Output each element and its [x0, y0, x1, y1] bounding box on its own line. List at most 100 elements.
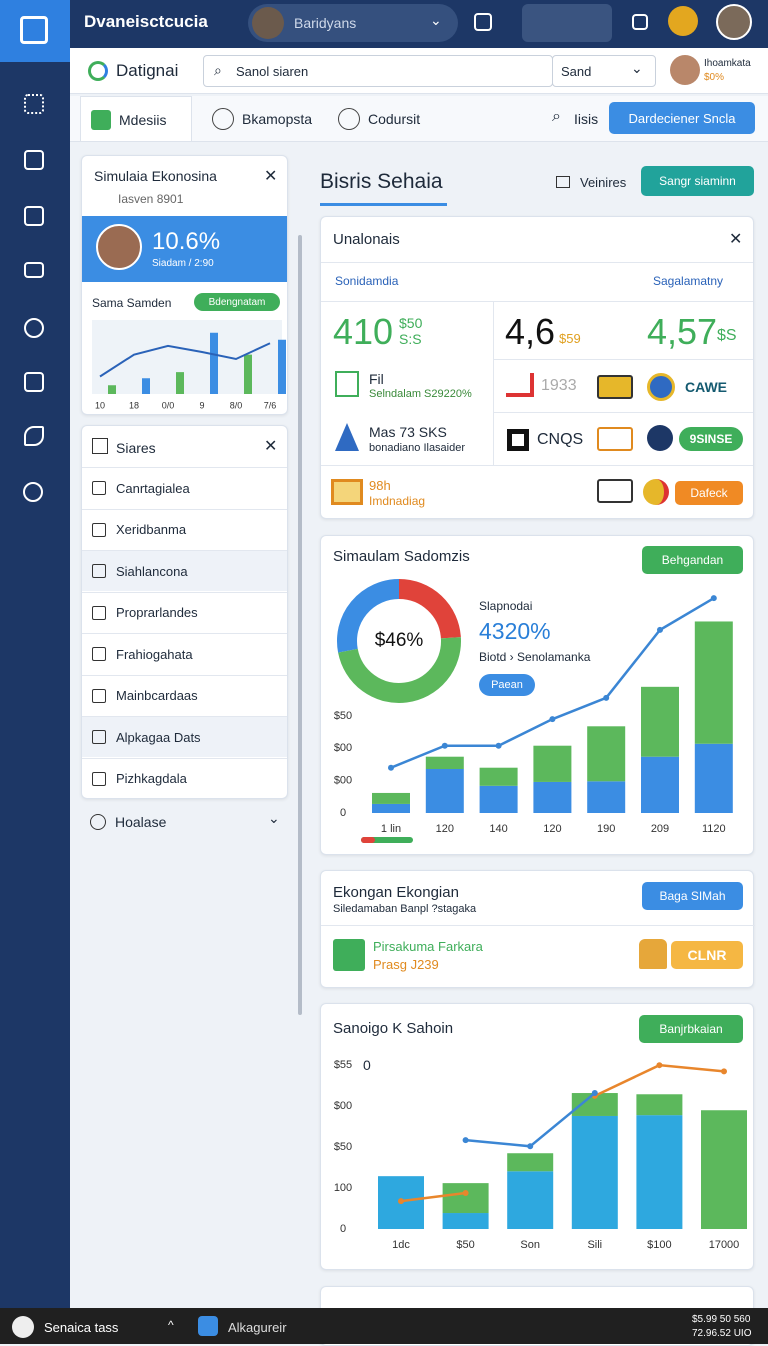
main-button[interactable]: Sangr siaminn	[641, 166, 754, 196]
sim-value-sub: Siadam / 2:90	[152, 258, 214, 269]
nav-screen[interactable]	[24, 262, 44, 278]
list-icon	[92, 438, 108, 454]
list-item[interactable]: Xeridbanma	[82, 508, 287, 550]
bar-segment	[587, 781, 626, 813]
chart-title: Sanoigo K Sahoin	[333, 1020, 454, 1037]
y-tick-label: $55	[334, 1059, 352, 1071]
list-item[interactable]: Mainbcardaas	[82, 674, 287, 716]
bar-segment	[372, 792, 410, 804]
list-item[interactable]: Proprarlandes	[82, 591, 287, 633]
info-button[interactable]: Baga SIMah	[642, 882, 743, 910]
checkbox[interactable]	[92, 522, 106, 537]
checkbox[interactable]	[92, 688, 106, 703]
user-pill[interactable]: Baridyans ⌄	[248, 4, 458, 42]
chart: 0 100 $50 $00 $55 1dc $50 Son Sili $100 17000	[334, 1059, 747, 1251]
checkbox[interactable]	[92, 730, 106, 744]
start-icon[interactable]	[12, 1316, 34, 1338]
line-point	[527, 1143, 534, 1150]
toolbar-logo: Datignai	[116, 61, 179, 80]
task-item[interactable]: Senaica tass	[44, 1320, 119, 1335]
list-item[interactable]: Frahiogahata	[82, 633, 287, 674]
x-tick-label: $100	[647, 1239, 671, 1251]
checkbox[interactable]	[92, 481, 106, 495]
main-view[interactable]: Veinires	[580, 175, 627, 190]
checkbox[interactable]	[92, 605, 106, 620]
checkbox[interactable]	[92, 564, 106, 578]
notify-icon[interactable]	[632, 14, 648, 30]
y-tick-label: $50	[334, 1141, 352, 1153]
row-sub: bonadiano Ilasaider	[369, 442, 466, 454]
close[interactable]: ✕	[729, 231, 743, 248]
chart-button[interactable]: Banjrbkaian	[639, 1015, 743, 1043]
list-item[interactable]: Pizhkagdala	[82, 757, 287, 799]
badge-icon[interactable]	[668, 6, 698, 36]
nav-home[interactable]	[24, 206, 44, 226]
search-box[interactable]: ⌕ Sanol siaren	[203, 55, 553, 87]
checkbox[interactable]	[92, 771, 106, 786]
radio[interactable]	[90, 814, 106, 830]
bar-segment	[587, 726, 626, 782]
tab-label: Codursit	[368, 111, 421, 127]
tab-active[interactable]: Mdesiis	[80, 96, 192, 142]
mini-bar	[278, 339, 286, 394]
y-tick-label: $00	[334, 1100, 352, 1112]
main-title: Bisris Sehaia	[320, 170, 443, 193]
chart-note: 0	[363, 1057, 371, 1073]
nav-pen[interactable]	[24, 318, 44, 338]
chevron: ⌄	[631, 60, 643, 76]
tab-button[interactable]: Dardeciener Sncla	[609, 102, 755, 134]
taskbar: Senaica tass ^ Alkagureir $5.99 50 560 7…	[0, 1308, 768, 1344]
nav-doc[interactable]	[24, 150, 44, 170]
info-tag[interactable]: CLNR	[671, 941, 743, 969]
row-icon	[335, 423, 359, 451]
tool-group[interactable]	[522, 4, 612, 42]
bar-segment	[701, 1110, 747, 1229]
nav-clip[interactable]	[24, 372, 44, 392]
bar-segment	[694, 621, 733, 744]
tab[interactable]: Bkamopsta	[210, 96, 330, 142]
nav-phone[interactable]	[24, 426, 44, 446]
list-footer[interactable]: Hoalase	[115, 814, 167, 830]
tab-search[interactable]: Iisis	[574, 111, 599, 127]
bar-segment	[442, 1213, 489, 1229]
app-icon[interactable]	[198, 1316, 218, 1336]
select[interactable]: Sand ⌄	[552, 55, 656, 87]
chart-button[interactable]: Behgandan	[642, 546, 743, 574]
row-badge-2	[643, 479, 669, 505]
line-point	[398, 1198, 404, 1205]
y-tick-label: $00	[334, 742, 352, 754]
kpi-unit: $59	[559, 331, 581, 346]
bar-segment	[479, 785, 518, 813]
task-item[interactable]: Alkagureir	[228, 1320, 287, 1335]
sim-badge[interactable]: Bdengnatam	[194, 293, 280, 311]
divider	[321, 262, 753, 263]
row-tag[interactable]: Dafeck	[675, 481, 743, 505]
list-item[interactable]: Canrtagialea	[82, 467, 287, 508]
info-button[interactable]: Paean	[479, 674, 535, 696]
close[interactable]: ✕	[264, 168, 278, 185]
nav-grid[interactable]	[24, 94, 44, 114]
row-grid-icon	[507, 429, 529, 451]
info-line: Pirsakuma Farkara	[373, 939, 483, 954]
y-tick-label: 0	[340, 807, 346, 819]
chart: 0 $00 $00 $50 1 lin 120 140 120 190 209 1120 $46%	[334, 579, 733, 843]
line-point	[657, 626, 663, 633]
avatar-2[interactable]	[716, 4, 752, 40]
nav-settings[interactable]	[23, 482, 43, 502]
logo[interactable]	[0, 0, 70, 62]
home-icon[interactable]	[474, 13, 492, 31]
mini-bar	[176, 372, 184, 394]
line-point	[388, 764, 394, 771]
checkbox[interactable]	[92, 647, 106, 661]
stats-right-label: Sagalamatny	[653, 274, 724, 288]
close[interactable]: ✕	[264, 438, 278, 455]
sim-subtitle: Iasven 8901	[118, 192, 184, 206]
list-item[interactable]: Alpkagaa Dats	[82, 716, 287, 757]
tab[interactable]: Codursit	[336, 96, 446, 142]
list-item[interactable]: Siahlancona	[82, 550, 287, 591]
info-value: 4320%	[479, 618, 551, 644]
profile-avatar[interactable]	[670, 55, 700, 85]
row-title: 98h	[369, 478, 391, 493]
row-tag[interactable]: 9SINSE	[679, 427, 743, 451]
